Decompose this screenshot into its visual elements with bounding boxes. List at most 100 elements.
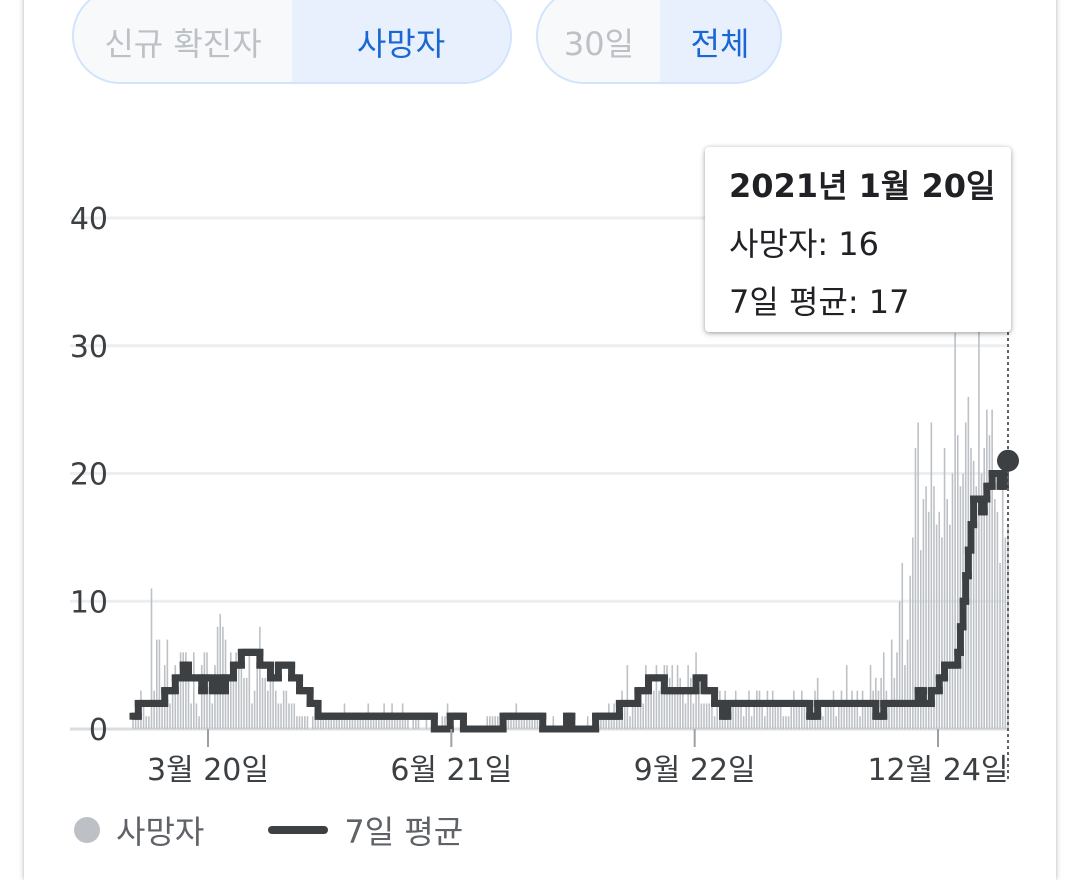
death-bar <box>790 703 793 729</box>
death-bar <box>943 447 946 729</box>
death-bar <box>526 716 528 729</box>
metric-option-cases[interactable]: 신규 확진자 <box>74 0 292 82</box>
death-bar <box>322 716 325 729</box>
death-bar <box>412 716 415 729</box>
range-toggle: 30일 전체 <box>536 0 782 84</box>
death-bar <box>890 639 893 729</box>
death-bar <box>536 716 539 729</box>
death-bar <box>586 716 589 729</box>
death-bar <box>327 716 330 729</box>
range-option-30-days[interactable]: 30일 <box>538 0 660 82</box>
death-bar <box>785 716 787 729</box>
death-bar <box>938 511 941 729</box>
death-bar <box>676 665 679 729</box>
death-bar <box>793 690 795 729</box>
death-bar <box>898 601 901 729</box>
death-bar <box>208 690 211 729</box>
death-bar <box>668 677 671 729</box>
death-bar <box>864 703 867 729</box>
death-bar <box>650 677 652 729</box>
death-bar <box>491 716 494 729</box>
death-bar <box>274 690 277 729</box>
death-bar <box>552 716 555 729</box>
death-bar <box>280 703 282 729</box>
death-bar <box>388 716 391 729</box>
death-bar <box>745 703 748 729</box>
death-bar <box>227 690 229 729</box>
death-bar <box>954 332 956 729</box>
death-bar <box>909 575 911 729</box>
death-bar <box>623 703 626 729</box>
death-bar <box>761 703 763 729</box>
death-bar <box>906 639 909 729</box>
death-bar <box>346 716 348 729</box>
death-bar <box>988 435 991 729</box>
death-bar <box>158 639 161 729</box>
death-bar <box>378 716 380 729</box>
legend-average-label: 7일 평균 <box>344 813 464 851</box>
death-bar <box>415 716 417 729</box>
death-bar <box>980 473 983 729</box>
death-bar <box>832 690 835 729</box>
death-bar <box>941 537 943 729</box>
death-bar <box>211 703 214 729</box>
death-bar <box>856 690 859 729</box>
death-bar <box>145 716 148 729</box>
y-tick-label: 40 <box>70 202 108 237</box>
death-bar <box>771 690 774 729</box>
death-bar <box>835 716 837 729</box>
death-bar <box>824 703 827 729</box>
death-bar <box>150 588 153 729</box>
range-option-all[interactable]: 전체 <box>660 0 780 82</box>
death-bar <box>393 716 396 729</box>
death-bar <box>251 703 253 729</box>
death-bar <box>311 716 314 729</box>
death-bar <box>534 716 536 729</box>
death-bar <box>658 690 660 729</box>
death-bar <box>983 447 986 729</box>
death-bar <box>235 652 237 729</box>
x-tick-label: 12월 24일 <box>867 753 1008 788</box>
death-bar <box>867 703 869 729</box>
death-bar <box>737 703 740 729</box>
death-bar <box>689 677 692 729</box>
death-bar <box>523 716 526 729</box>
death-bar <box>642 703 644 729</box>
death-bar <box>748 690 750 729</box>
deaths-chart[interactable]: 0 10 20 30 40 3월 20일 6월 21일 9월 22일 12월 24일 <box>0 0 1080 852</box>
death-bar <box>639 690 642 729</box>
y-tick-label: 20 <box>70 458 108 493</box>
death-bar <box>507 716 510 729</box>
death-bar <box>734 690 737 729</box>
death-bar <box>237 652 240 729</box>
x-tick-label: 6월 21일 <box>390 753 512 788</box>
death-bar <box>417 716 420 729</box>
death-bar <box>489 716 491 729</box>
death-bar <box>629 716 631 729</box>
death-bar <box>195 703 198 729</box>
death-bar <box>774 703 777 729</box>
death-bar <box>351 716 354 729</box>
death-bar <box>174 665 177 729</box>
death-bar <box>711 703 713 729</box>
death-bar <box>801 690 803 729</box>
death-bar <box>399 716 401 729</box>
death-bar <box>991 409 993 729</box>
death-bar <box>304 716 306 729</box>
death-bar <box>882 652 885 729</box>
death-bar <box>510 716 512 729</box>
metric-option-deaths[interactable]: 사망자 <box>292 0 510 82</box>
death-bar <box>296 716 298 729</box>
death-bar <box>375 716 377 729</box>
death-bar <box>214 665 216 729</box>
death-bar <box>716 703 719 729</box>
death-bar <box>259 626 261 729</box>
death-bar <box>248 652 251 729</box>
death-bar <box>764 716 766 729</box>
death-bar <box>756 690 758 729</box>
death-bar <box>444 716 446 729</box>
death-bar <box>182 652 185 729</box>
death-bar <box>243 677 245 729</box>
death-bar <box>610 716 613 729</box>
death-bar <box>441 716 444 729</box>
